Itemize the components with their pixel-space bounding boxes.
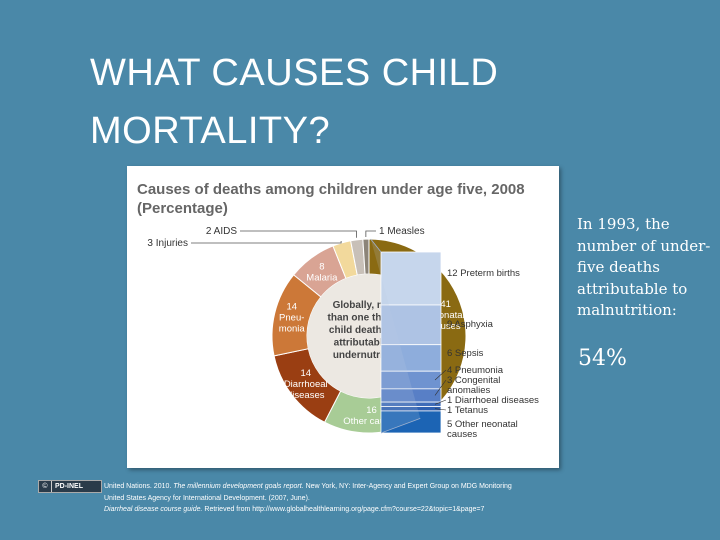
breakdown-label: 3 Congenital <box>447 375 500 386</box>
pie-center-text-line: attributable to <box>334 338 401 349</box>
pie-slice-name-label: monia <box>279 323 306 334</box>
pie-slice-name-label: Pneu- <box>279 312 304 323</box>
breakdown-connector-top <box>370 238 382 253</box>
breakdown-segment-1 <box>380 304 442 346</box>
malnutrition-note: In 1993, the number of under-five deaths… <box>577 215 711 319</box>
breakdown-label-pointer <box>434 369 447 381</box>
license-label: PD-INEL <box>55 483 83 490</box>
pie-center-text-line: undernutrition <box>333 350 401 361</box>
citation-block: United Nations. 2010. The millennium dev… <box>104 481 704 516</box>
breakdown-label: 5 Other neonatal <box>447 419 518 430</box>
pie-small-slice-label: 3 Injuries <box>147 238 188 249</box>
chart-title: Causes of deaths among children under ag… <box>137 180 547 218</box>
malnutrition-percent: 54% <box>578 346 627 371</box>
citation-line-1: United Nations. 2010. The millennium dev… <box>104 483 512 490</box>
breakdown-segment-0 <box>380 251 442 306</box>
pie-slice-name-label: causes <box>431 321 461 332</box>
pie-center-text-line: Globally, more <box>333 300 402 311</box>
breakdown-label: 12 Preterm births <box>447 268 520 279</box>
chart-title-line-1: Causes of deaths among children under ag… <box>137 181 525 198</box>
chart-title-line-2: (Percentage) <box>137 200 228 217</box>
pie-slice-name-label: diseases <box>287 390 325 401</box>
pie-slice-value-label: 8 <box>319 261 324 272</box>
breakdown-wedge <box>370 239 421 433</box>
pie-leader-line <box>365 230 376 238</box>
breakdown-label: 1 Tetanus <box>447 405 488 416</box>
pie-slice-name-label: Diarrhoeal <box>284 379 328 390</box>
license-badge[interactable]: © PD-INEL <box>38 480 102 493</box>
pie-small-slice-label: 2 AIDS <box>206 226 237 237</box>
slide-title-line-1: WHAT CAUSES CHILD <box>90 52 499 94</box>
creative-commons-icon: © <box>39 481 52 492</box>
slide-title: WHAT CAUSES CHILD MORTALITY? <box>90 44 610 160</box>
pie-center-text-line: child deaths are <box>329 325 406 336</box>
pie-small-slice-label: 1 Measles <box>379 226 425 237</box>
pie-slice-name-label: Malaria <box>306 272 338 283</box>
breakdown-label-pointer <box>434 379 447 396</box>
breakdown-label: 1 Diarrhoeal diseases <box>447 395 539 406</box>
breakdown-label: 6 Sepsis <box>447 348 484 359</box>
chart-card: Causes of deaths among children under ag… <box>127 166 559 468</box>
breakdown-label: anomalies <box>447 385 491 396</box>
breakdown-label-pointer <box>434 399 447 405</box>
citation-line-3: Diarrheal disease course guide. Retrieve… <box>104 506 485 513</box>
pie-center-text-line: than one third of <box>328 313 408 324</box>
breakdown-label: 4 Pneumonia <box>447 365 504 376</box>
citation-line-2: United States Agency for International D… <box>104 494 310 502</box>
breakdown-label: causes <box>447 429 477 440</box>
pie-slice-value-label: 14 <box>286 301 297 312</box>
breakdown-label: 9 Asphyxia <box>447 319 494 330</box>
pie-leader-line <box>240 230 357 238</box>
pie-slice-value-label: 41 <box>440 299 451 310</box>
pie-slice-name-label: Neonatal <box>427 310 465 321</box>
pie-slice-name-label: Other causes <box>343 416 400 427</box>
pie-slice-value-label: 14 <box>300 368 311 379</box>
breakdown-label-pointer <box>434 408 447 411</box>
breakdown-segment-2 <box>380 344 442 372</box>
slide-title-line-2: MORTALITY? <box>90 110 331 152</box>
breakdown-connector-bottom <box>380 417 421 434</box>
pie-slice-value-label: 16 <box>366 405 377 416</box>
pie-leader-line <box>191 241 342 244</box>
